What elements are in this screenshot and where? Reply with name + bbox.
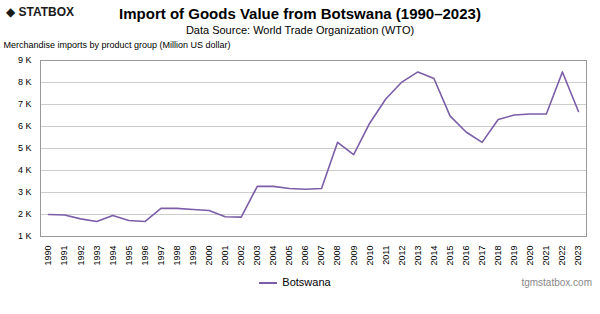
svg-text:2009: 2009 <box>349 246 359 266</box>
svg-text:2 K: 2 K <box>18 209 32 219</box>
svg-text:2011: 2011 <box>381 246 391 265</box>
svg-text:2007: 2007 <box>316 246 326 266</box>
svg-text:1996: 1996 <box>140 246 150 266</box>
svg-text:2012: 2012 <box>397 246 407 266</box>
html-text:tgmstatbox.com: tgmstatbox.com <box>521 277 592 288</box>
svg-text:2003: 2003 <box>252 246 262 266</box>
svg-text:3 K: 3 K <box>18 187 32 197</box>
svg-text:2001: 2001 <box>220 246 230 266</box>
svg-text:2016: 2016 <box>461 246 471 266</box>
svg-text:2021: 2021 <box>541 246 551 266</box>
svg-text:2019: 2019 <box>509 246 519 266</box>
html-text:◆ STATBOX: ◆ STATBOX <box>6 5 75 19</box>
svg-text:2013: 2013 <box>413 246 423 266</box>
svg-text:1990: 1990 <box>43 246 53 266</box>
svg-text:5 K: 5 K <box>18 143 32 153</box>
svg-text:1 K: 1 K <box>18 231 32 241</box>
svg-text:2000: 2000 <box>204 246 214 266</box>
svg-text:1991: 1991 <box>59 246 69 266</box>
html-text:Import of Goods Value from Bot: Import of Goods Value from Botswana (199… <box>119 5 481 22</box>
svg-text:2020: 2020 <box>525 246 535 266</box>
svg-text:Merchandise imports by product: Merchandise imports by product group (Mi… <box>4 40 231 50</box>
svg-text:1994: 1994 <box>108 246 118 266</box>
svg-text:2002: 2002 <box>236 246 246 266</box>
svg-text:2014: 2014 <box>429 246 439 266</box>
svg-text:1997: 1997 <box>156 246 166 266</box>
svg-text:2015: 2015 <box>445 246 455 266</box>
svg-text:7 K: 7 K <box>18 99 32 109</box>
svg-text:1999: 1999 <box>188 246 198 266</box>
svg-text:2005: 2005 <box>284 246 294 266</box>
svg-text:2022: 2022 <box>557 246 567 266</box>
svg-text:1998: 1998 <box>172 246 182 266</box>
svg-text:4 K: 4 K <box>18 165 32 175</box>
svg-text:2010: 2010 <box>365 246 375 266</box>
html-text:Botswana: Botswana <box>282 276 331 288</box>
svg-text:8 K: 8 K <box>18 77 32 87</box>
svg-text:1995: 1995 <box>124 246 134 266</box>
svg-text:2018: 2018 <box>493 246 503 266</box>
svg-text:9 K: 9 K <box>18 55 32 65</box>
svg-text:1992: 1992 <box>76 246 86 266</box>
svg-text:2006: 2006 <box>300 246 310 266</box>
html-text:Data Source: World Trade Organ: Data Source: World Trade Organization (W… <box>185 24 415 36</box>
svg-text:2023: 2023 <box>573 246 583 266</box>
svg-text:2017: 2017 <box>477 246 487 266</box>
svg-text:2008: 2008 <box>332 246 342 266</box>
svg-text:1993: 1993 <box>92 246 102 266</box>
svg-text:2004: 2004 <box>268 246 278 266</box>
svg-text:6 K: 6 K <box>18 121 32 131</box>
